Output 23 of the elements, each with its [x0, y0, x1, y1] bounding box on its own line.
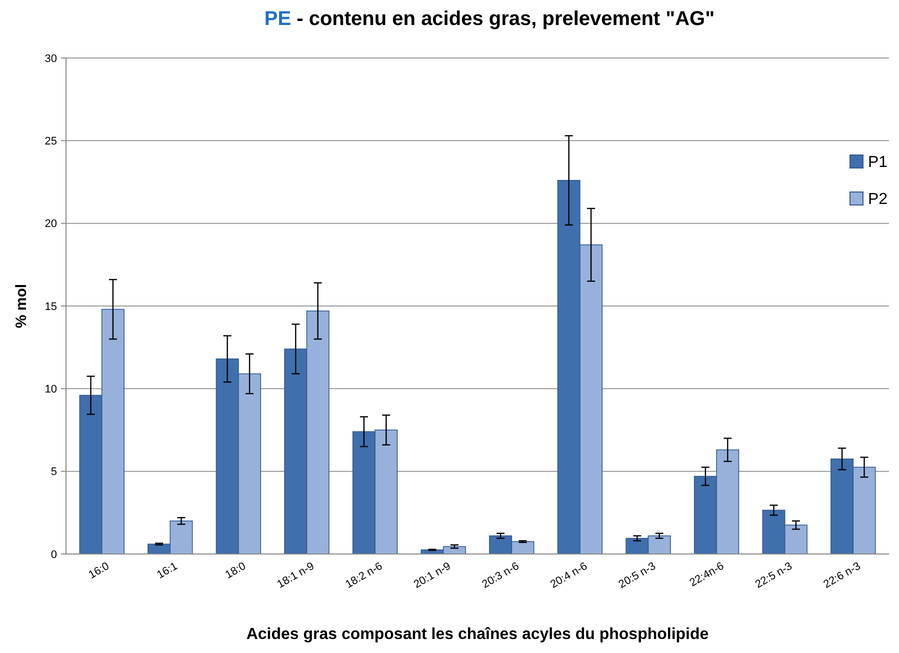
y-tick-label: 0 — [50, 548, 57, 561]
x-tick-label: 18:2 n-6 — [344, 560, 385, 591]
y-tick-label: 30 — [44, 52, 57, 65]
x-tick-label: 20:3 n-6 — [480, 560, 522, 591]
x-tick-label: 20:1 n-9 — [412, 560, 453, 591]
y-tick-label: 5 — [50, 466, 57, 478]
y-axis-title: % mol — [13, 284, 30, 328]
legend-label: P1 — [868, 154, 888, 171]
y-tick-label: 20 — [44, 218, 57, 230]
x-tick-label: 20:5 n-3 — [616, 560, 658, 591]
x-tick-label: 16:0 — [86, 560, 112, 582]
legend-label: P2 — [868, 191, 888, 208]
x-tick-label: 18:0 — [223, 560, 248, 582]
x-tick-label: 20:4 n-6 — [548, 560, 590, 591]
x-axis-title: Acides gras composant les chaînes acyles du phospholipide — [246, 626, 709, 643]
x-tick-label: 22:5 n-3 — [753, 560, 794, 591]
y-tick-label: 10 — [44, 384, 57, 396]
chart-title: PE - contenu en acides gras, prelevement "AG" — [264, 8, 715, 30]
x-tick-label: 16:1 — [155, 560, 180, 582]
x-tick-label: 18:1 n-9 — [275, 560, 316, 591]
y-tick-label: 15 — [44, 300, 57, 313]
x-tick-label: 22:6 n-3 — [822, 560, 863, 591]
y-tick-label: 25 — [44, 136, 57, 148]
